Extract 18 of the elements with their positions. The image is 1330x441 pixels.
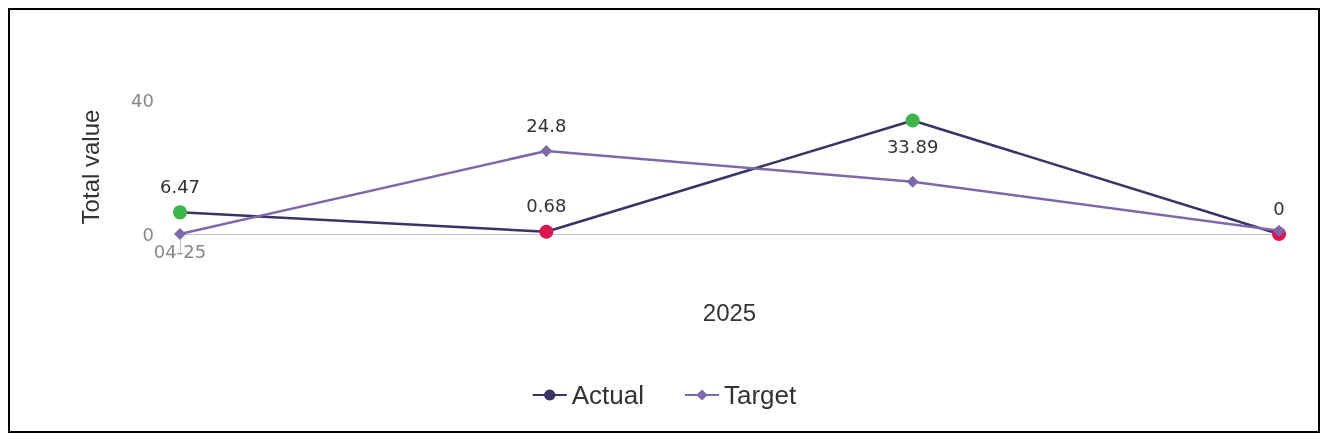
y-tick-label: 40 <box>131 89 154 111</box>
point <box>173 205 187 220</box>
legend-label: Actual <box>571 380 644 410</box>
point <box>906 175 919 188</box>
data-label: 6.47 <box>159 175 201 197</box>
legend-label: Target <box>724 380 798 410</box>
x-axis-title: 2025 <box>702 298 757 326</box>
point <box>540 144 553 157</box>
point <box>174 228 186 240</box>
data-label: 24.8 <box>526 115 567 137</box>
x-tick-label: 04-25 <box>153 240 207 262</box>
y-axis-title: Total value <box>76 109 104 225</box>
point <box>905 113 920 128</box>
data-label: 0.68 <box>526 195 567 217</box>
data-label: 0 <box>1273 197 1285 219</box>
data-label: 33.89 <box>886 135 939 157</box>
point <box>539 224 554 239</box>
point <box>1273 224 1285 237</box>
